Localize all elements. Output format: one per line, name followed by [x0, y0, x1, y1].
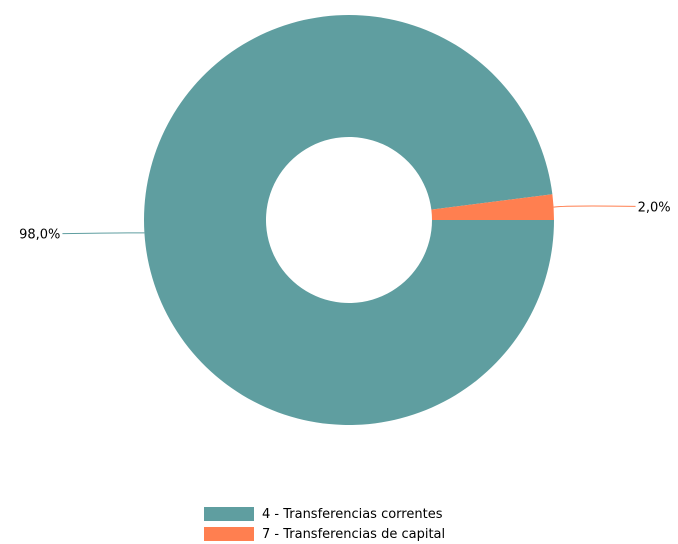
- legend-item-series-0: 4 - Transferencias correntes: [204, 504, 524, 524]
- leader-lines: [62, 205, 636, 235]
- donut-slices: [144, 15, 555, 426]
- donut-slice-1: [431, 194, 554, 220]
- donut-slice-0: [144, 15, 555, 426]
- legend-swatch-series-1: [204, 527, 254, 541]
- leader-line-1: [553, 205, 636, 208]
- chart-legend: 4 - Transferencias correntes 7 - Transfe…: [204, 504, 524, 544]
- legend-label-series-0: 4 - Transferencias correntes: [262, 506, 443, 522]
- percent-labels: 98,0% 2,0%: [19, 200, 670, 242]
- percent-label-0: 98,0%: [19, 228, 60, 243]
- legend-swatch-series-0: [204, 507, 254, 521]
- leader-line-0: [62, 232, 145, 235]
- percent-label-1: 2,0%: [638, 200, 671, 215]
- legend-label-series-1: 7 - Transferencias de capital: [262, 526, 446, 542]
- legend-item-series-1: 7 - Transferencias de capital: [204, 524, 524, 544]
